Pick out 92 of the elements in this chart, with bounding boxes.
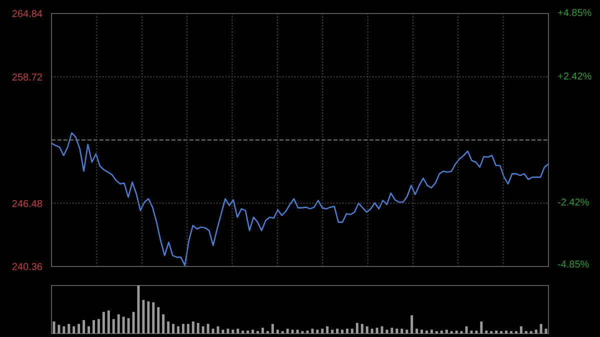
bar <box>396 328 398 334</box>
bar <box>406 330 408 334</box>
bar <box>88 326 90 334</box>
line-series <box>52 132 548 266</box>
bar <box>341 330 344 334</box>
bar <box>162 314 165 334</box>
y-tick-label: 258.72 <box>12 72 43 84</box>
bar <box>186 324 190 334</box>
bar <box>540 324 542 334</box>
bar <box>172 324 175 334</box>
bar <box>232 330 234 334</box>
bar <box>416 328 418 334</box>
bar <box>520 326 522 334</box>
bar <box>276 330 279 334</box>
bar <box>68 324 70 334</box>
bar <box>534 330 538 334</box>
bar <box>252 330 254 334</box>
bar <box>176 326 180 334</box>
bar <box>286 328 289 334</box>
bar <box>400 328 404 334</box>
bar <box>445 330 448 334</box>
bar <box>475 330 478 334</box>
bar <box>470 330 473 334</box>
bar <box>296 330 299 334</box>
bar <box>455 330 458 334</box>
bar <box>226 328 230 334</box>
bar <box>212 328 214 334</box>
y-tick-label: 246.48 <box>12 198 43 210</box>
bar <box>360 324 364 334</box>
bar <box>420 330 424 334</box>
bar <box>321 328 324 334</box>
bar <box>440 330 443 334</box>
bar <box>495 330 498 334</box>
y-tick-label: 264.84 <box>12 9 43 20</box>
bar <box>544 328 548 334</box>
bar <box>182 324 184 334</box>
bar <box>242 330 244 334</box>
bar <box>271 324 274 334</box>
bar <box>346 328 348 334</box>
bar <box>261 328 264 334</box>
bar <box>316 330 319 334</box>
bar <box>390 328 394 334</box>
bar <box>62 326 66 334</box>
bar <box>192 322 194 334</box>
bar <box>92 320 95 334</box>
bar <box>366 326 368 334</box>
bar <box>152 302 155 334</box>
bar <box>78 324 80 334</box>
bar <box>137 286 140 334</box>
bar <box>97 319 100 334</box>
bar <box>485 330 488 334</box>
bar <box>306 330 309 334</box>
bar <box>326 326 329 334</box>
bar <box>350 328 354 334</box>
bar <box>311 328 314 334</box>
bar <box>246 330 250 334</box>
bar <box>222 330 224 334</box>
bar <box>122 316 125 334</box>
bar <box>112 319 115 334</box>
bar <box>336 328 339 334</box>
bar <box>82 320 86 334</box>
bar <box>236 328 240 334</box>
bar <box>202 326 204 334</box>
bar <box>425 330 428 334</box>
bar <box>376 328 378 334</box>
bar <box>127 318 130 334</box>
y2-tick-label: -4.85% <box>558 260 590 270</box>
bar <box>157 307 160 334</box>
bar <box>52 322 56 334</box>
y2-tick-label: +4.85% <box>558 8 592 19</box>
bar <box>58 324 60 334</box>
bar <box>107 310 110 334</box>
bar <box>147 301 150 334</box>
bar <box>291 330 294 334</box>
bar <box>505 330 508 334</box>
bar <box>196 322 200 334</box>
bar <box>117 314 120 334</box>
bar <box>410 315 414 334</box>
bar <box>386 330 388 334</box>
bar <box>167 322 170 334</box>
bar <box>206 324 210 334</box>
bar <box>356 322 358 334</box>
y-tick-label: 240.36 <box>12 262 43 273</box>
bar <box>102 312 105 334</box>
bar <box>430 330 433 334</box>
bar <box>142 300 145 334</box>
y2-tick-label: +2.42% <box>558 71 592 82</box>
bar <box>72 326 76 334</box>
bar <box>331 330 334 334</box>
y2-tick-label: -2.42% <box>558 198 590 209</box>
bar <box>480 322 483 334</box>
bar <box>370 328 374 334</box>
